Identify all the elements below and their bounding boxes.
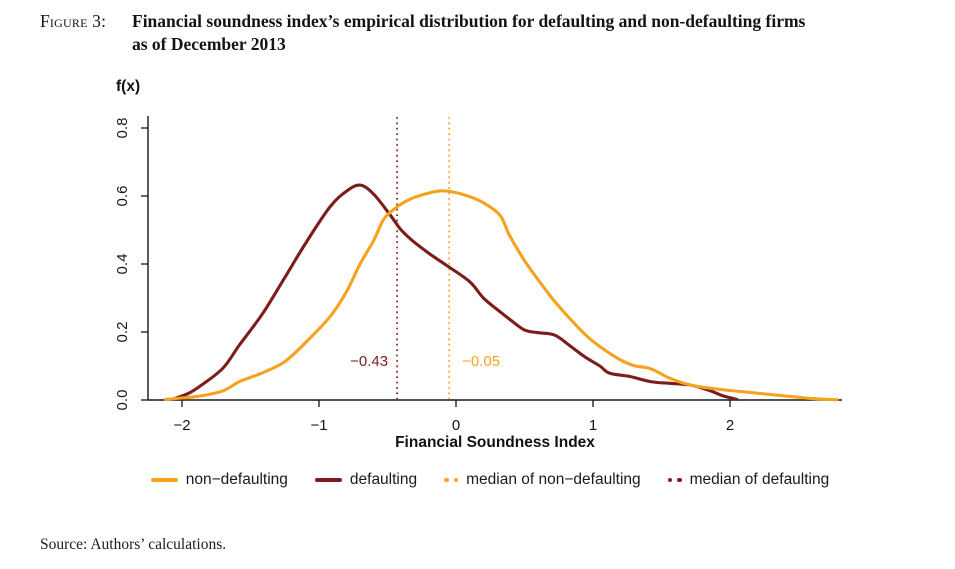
legend-label: defaulting bbox=[349, 471, 418, 488]
figure-title-line2: as of December 2013 bbox=[132, 34, 286, 54]
y-tick-label: 0.0 bbox=[114, 390, 131, 411]
legend-label: non−defaulting bbox=[185, 471, 288, 488]
y-tick-label: 0.2 bbox=[114, 322, 131, 343]
median-value-defaulting: −0.43 bbox=[350, 353, 388, 370]
x-tick-label: −2 bbox=[173, 417, 190, 434]
legend-item-defaulting: defaulting bbox=[314, 471, 418, 489]
source-note: Source: Authors’ calculations. bbox=[40, 536, 227, 553]
legend-label: median of defaulting bbox=[689, 471, 830, 488]
legend-item-non-defaulting: non−defaulting bbox=[150, 471, 288, 489]
x-tick-label: 2 bbox=[726, 417, 734, 434]
dotted-line-swatch-icon bbox=[667, 477, 682, 483]
x-tick-label: −1 bbox=[310, 417, 327, 434]
figure-label: Figure 3: bbox=[40, 11, 107, 31]
x-axis-title: Financial Soundness Index bbox=[395, 434, 595, 451]
x-tick-label: 1 bbox=[589, 417, 597, 434]
dotted-line-swatch-icon bbox=[444, 477, 459, 483]
x-tick-label: 0 bbox=[452, 417, 460, 434]
y-tick-label: 0.4 bbox=[114, 254, 131, 275]
figure-title: Financial soundness index’s empirical di… bbox=[132, 10, 805, 56]
y-axis-title: f(x) bbox=[116, 78, 140, 95]
line-swatch-icon bbox=[150, 478, 178, 482]
chart-legend: non−defaulting defaulting median of non−… bbox=[60, 466, 920, 494]
line-swatch-icon bbox=[314, 478, 342, 482]
legend-item-median-defaulting: median of defaulting bbox=[667, 471, 830, 489]
legend-label: median of non−defaulting bbox=[466, 471, 641, 488]
figure-caption: Figure 3: Financial soundness index’s em… bbox=[40, 10, 920, 56]
y-tick-label: 0.8 bbox=[114, 118, 131, 139]
legend-item-median-non-defaulting: median of non−defaulting bbox=[444, 471, 641, 489]
y-tick-label: 0.6 bbox=[114, 186, 131, 207]
figure-title-line1: Financial soundness index’s empirical di… bbox=[132, 11, 806, 31]
density-chart: f(x) 0.0 0.2 0.4 0.6 0.8 −2 −1 0 1 2 Fin… bbox=[114, 78, 842, 451]
non-defaulting-curve bbox=[164, 189, 839, 402]
median-value-non-defaulting: −0.05 bbox=[462, 353, 500, 370]
defaulting-curve bbox=[170, 183, 739, 401]
